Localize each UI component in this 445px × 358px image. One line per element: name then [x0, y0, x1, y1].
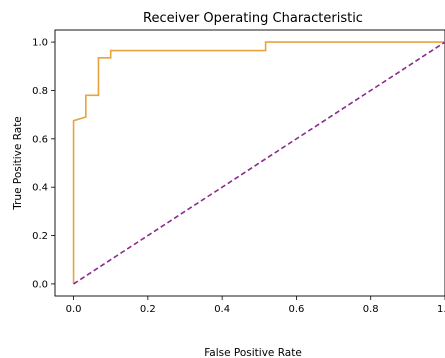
x-tick-label: 0.4: [214, 304, 230, 315]
y-tick-label: 0.2: [32, 231, 48, 242]
y-axis-ticks: 0.0 0.2 0.4 0.6 0.8 1.0: [32, 38, 55, 290]
roc-curve-line: [72, 41, 445, 284]
series-layer: [72, 41, 445, 285]
x-tick-label: 0.0: [66, 304, 82, 315]
plot-area-frame: [54, 29, 445, 297]
y-tick-label: 0.8: [32, 86, 48, 97]
y-tick-label: 0.0: [32, 279, 48, 290]
x-tick-label: 0.8: [363, 304, 379, 315]
x-tick-label: 0.6: [288, 304, 304, 315]
y-tick-label: 1.0: [32, 38, 48, 49]
x-axis-ticks: 0.0 0.2 0.4 0.6 0.8 1.0: [66, 296, 445, 315]
y-tick-label: 0.4: [32, 183, 48, 194]
chance-diagonal-line: [73, 41, 445, 285]
y-axis-label: True Positive Rate: [12, 116, 24, 211]
chart-title: Receiver Operating Characteristic: [143, 11, 363, 26]
x-tick-label: 0.2: [140, 304, 156, 315]
x-tick-label: 1.0: [437, 304, 445, 315]
y-tick-label: 0.6: [32, 134, 48, 145]
x-axis-label: False Positive Rate: [204, 347, 302, 358]
